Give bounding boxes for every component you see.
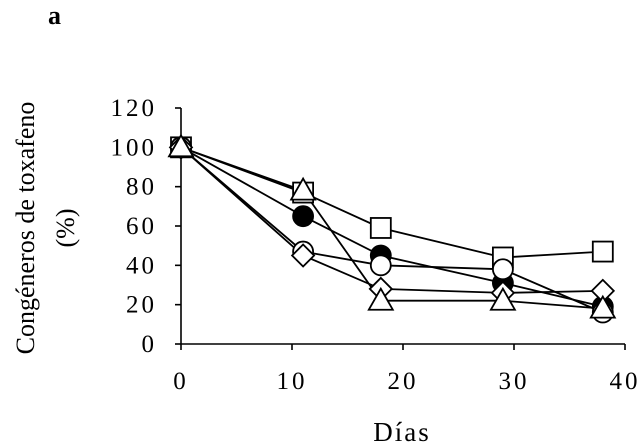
data-point-open-triangle [289, 176, 317, 201]
x-axis-title: Días [373, 417, 431, 447]
x-tick-label: 20 [388, 368, 419, 395]
x-tick-label: 0 [173, 368, 189, 395]
data-point-open-square [369, 217, 392, 239]
markers [167, 133, 617, 324]
data-point-open-triangle [167, 133, 195, 158]
y-axis-title-line1: Congéneros de toxafeno [11, 102, 40, 355]
x-tick-label: 30 [499, 368, 530, 395]
series-lines [180, 146, 604, 314]
x-tick-label: 40 [610, 368, 641, 395]
data-point-open-triangle [589, 294, 617, 319]
data-point-filled-circle [292, 205, 315, 228]
data-point-open-circle [369, 254, 392, 277]
data-point-open-triangle [489, 286, 517, 311]
x-tick-label: 10 [277, 368, 308, 395]
y-tick-label: 40 [126, 252, 157, 279]
y-tick-label: 20 [126, 292, 157, 319]
y-tick-label: 80 [126, 174, 157, 201]
y-tick-label: 60 [126, 213, 157, 240]
data-point-open-square [591, 240, 614, 263]
data-point-open-triangle [367, 286, 395, 311]
y-tick-label: 120 [111, 95, 158, 122]
data-point-open-diamond [290, 243, 316, 268]
y-tick-label: 100 [111, 134, 158, 161]
panel-label: a [48, 1, 61, 30]
y-tick-label: 0 [142, 331, 158, 358]
data-point-open-circle [491, 258, 514, 281]
axis-ticks: 0 20 40 60 80 100 120 0 10 20 30 40 [111, 95, 641, 395]
y-axis-title-line2: (%) [51, 209, 80, 248]
